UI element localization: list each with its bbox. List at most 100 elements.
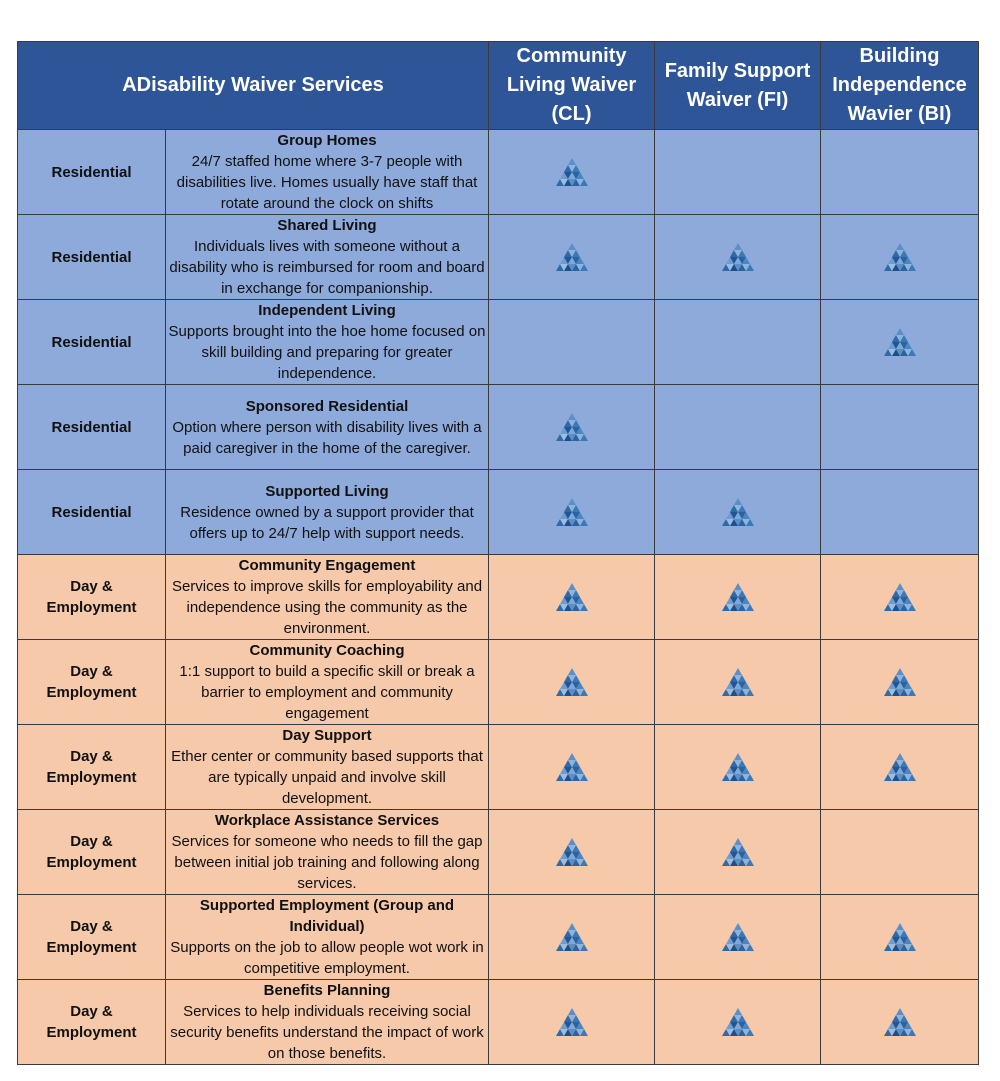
column-header-bi: Building Independence Wavier (BI) [820,41,979,130]
service-name: Community Engagement [238,557,416,574]
fi-cell [654,469,821,555]
cl-cell [488,554,655,640]
category-cell: Residential [17,129,166,215]
table-row: Day & Employment Day Support Ether cente… [17,724,979,810]
column-header-cl: Community Living Waiver (CL) [488,41,655,130]
waiver-services-table: ADisability Waiver Services Community Li… [17,41,979,1065]
table-row: Residential Group Homes 24/7 staffed hom… [17,129,979,215]
fi-cell [654,639,821,725]
service-cell: Benefits Planning Services to help indiv… [165,979,489,1065]
service-description: 1:1 support to build a specific skill or… [179,663,475,722]
category-cell: Day & Employment [17,809,166,895]
table-row: Day & Employment Workplace Assistance Se… [17,809,979,895]
service-description: Services for someone who needs to fill t… [171,833,483,892]
triangle-mosaic-icon [555,837,588,866]
fi-cell [654,554,821,640]
triangle-mosaic-icon [883,922,916,951]
table-row: Day & Employment Community Engagement Se… [17,554,979,640]
triangle-mosaic-icon [555,667,588,696]
service-description: 24/7 staffed home where 3-7 people with … [176,153,478,212]
service-cell: Shared Living Individuals lives with som… [165,214,489,300]
category-cell: Day & Employment [17,894,166,980]
service-name: Workplace Assistance Services [214,812,440,829]
service-name: Sponsored Residential [245,397,409,415]
service-description: Option where person with disability live… [172,418,482,457]
cl-cell [488,384,655,470]
triangle-mosaic-icon [883,327,916,356]
bi-cell [820,554,979,640]
triangle-mosaic-icon [555,157,588,186]
bi-cell [820,809,979,895]
service-name: Benefits Planning [263,982,391,999]
table-row: Residential Shared Living Individuals li… [17,214,979,300]
service-description: Services to improve skills for employabi… [171,578,483,637]
category-cell: Residential [17,214,166,300]
fi-cell [654,979,821,1065]
service-cell: Supported Living Residence owned by a su… [165,469,489,555]
category-cell: Day & Employment [17,639,166,725]
service-description: Ether center or community based supports… [171,748,483,807]
cl-cell [488,894,655,980]
triangle-mosaic-icon [555,1007,588,1036]
bi-cell [820,469,979,555]
service-name: Day Support [282,727,372,744]
bi-cell [820,299,979,385]
fi-cell [654,894,821,980]
table-row: Day & Employment Benefits Planning Servi… [17,979,979,1065]
service-cell: Sponsored Residential Option where perso… [165,384,489,470]
table-row: Day & Employment Supported Employment (G… [17,894,979,980]
table-body: Residential Group Homes 24/7 staffed hom… [17,129,979,1065]
triangle-mosaic-icon [883,1007,916,1036]
triangle-mosaic-icon [721,922,754,951]
category-cell: Residential [17,299,166,385]
triangle-mosaic-icon [555,412,588,441]
cl-cell [488,214,655,300]
table-row: Residential Sponsored Residential Option… [17,384,979,470]
service-name: Community Coaching [249,642,405,659]
fi-cell [654,214,821,300]
bi-cell [820,214,979,300]
triangle-mosaic-icon [555,922,588,951]
triangle-mosaic-icon [721,242,754,271]
column-header-fi: Family Support Waiver (FI) [654,41,821,130]
bi-cell [820,639,979,725]
service-description: Residence owned by a support provider th… [180,503,474,542]
cl-cell [488,299,655,385]
triangle-mosaic-icon [721,582,754,611]
fi-cell [654,724,821,810]
triangle-mosaic-icon [883,582,916,611]
service-cell: Workplace Assistance Services Services f… [165,809,489,895]
service-description: Individuals lives with someone without a… [169,238,485,297]
service-cell: Day Support Ether center or community ba… [165,724,489,810]
triangle-mosaic-icon [721,1007,754,1036]
bi-cell [820,894,979,980]
service-cell: Group Homes 24/7 staffed home where 3-7 … [165,129,489,215]
service-description: Services to help individuals receiving s… [170,1003,484,1062]
cl-cell [488,129,655,215]
fi-cell [654,384,821,470]
bi-cell [820,724,979,810]
triangle-mosaic-icon [883,242,916,271]
triangle-mosaic-icon [883,667,916,696]
category-cell: Day & Employment [17,554,166,640]
category-cell: Day & Employment [17,724,166,810]
category-cell: Residential [17,384,166,470]
triangle-mosaic-icon [721,497,754,526]
triangle-mosaic-icon [721,837,754,866]
service-description: Supports on the job to allow people wot … [170,939,484,977]
table-row: Residential Independent Living Supports … [17,299,979,385]
fi-cell [654,129,821,215]
cl-cell [488,809,655,895]
table-row: Residential Supported Living Residence o… [17,469,979,555]
fi-cell [654,809,821,895]
cl-cell [488,639,655,725]
service-name: Shared Living [277,217,377,234]
triangle-mosaic-icon [721,752,754,781]
cl-cell [488,469,655,555]
service-cell: Community Engagement Services to improve… [165,554,489,640]
triangle-mosaic-icon [555,242,588,271]
table-title: ADisability Waiver Services [17,41,489,130]
triangle-mosaic-icon [721,667,754,696]
triangle-mosaic-icon [555,752,588,781]
service-name: Group Homes [277,132,377,149]
